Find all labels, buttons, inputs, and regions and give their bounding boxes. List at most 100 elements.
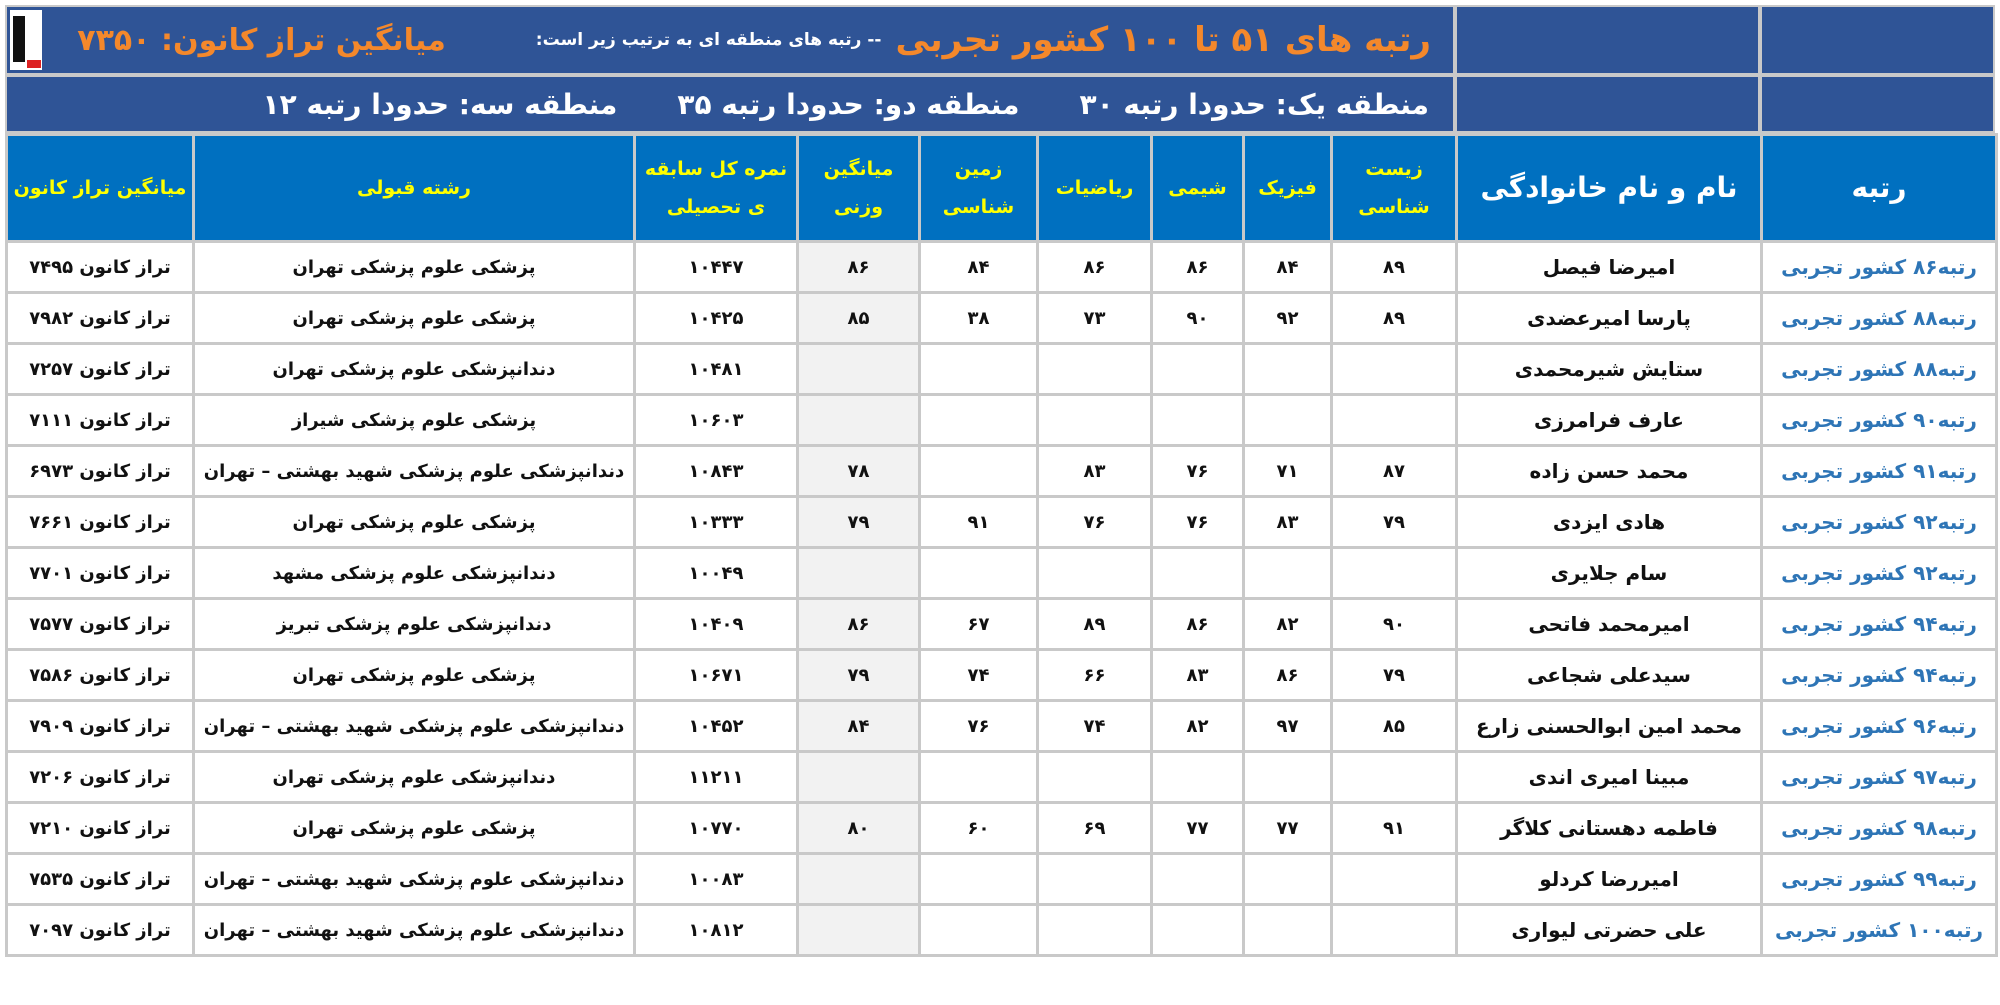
biology-cell bbox=[1330, 852, 1458, 906]
table-row: رتبه۹۲ کشور تجربی هادی ایزدی ۷۹ ۸۳ ۷۶ ۷۶ ۹۱ ۷۹ ۱… bbox=[5, 495, 1998, 549]
major-cell: دندانپزشکی علوم پزشکی مشهد bbox=[192, 546, 636, 600]
weighted-average-cell bbox=[796, 750, 921, 804]
major-cell: دندانپزشکی علوم پزشکی تبریز bbox=[192, 597, 636, 651]
major-cell: دندانپزشکی علوم پزشکی شهید بهشتی – تهران bbox=[192, 699, 636, 753]
name-cell: محمد امین ابوالحسنی زارع bbox=[1455, 699, 1763, 753]
rank-cell: رتبه۸۸ کشور تجربی bbox=[1760, 342, 1998, 396]
table-row: رتبه۹۰ کشور تجربی عارف فرامرزی ۱۰۶۰۳ پزشکی … bbox=[5, 393, 1998, 447]
rank-cell: رتبه۹۴ کشور تجربی bbox=[1760, 597, 1998, 651]
name-cell: فاطمه دهستانی کلاگر bbox=[1455, 801, 1763, 855]
math-cell bbox=[1036, 342, 1153, 396]
name-cell: مبینا امیری اندی bbox=[1455, 750, 1763, 804]
name-cell: ستایش شیرمحمدی bbox=[1455, 342, 1763, 396]
region-one: منطقه یک: حدودا رتبه ۳۰ bbox=[1079, 87, 1429, 121]
col-math: ریاضیات bbox=[1036, 133, 1153, 243]
math-cell bbox=[1036, 393, 1153, 447]
name-cell: محمد حسن زاده bbox=[1455, 444, 1763, 498]
math-cell bbox=[1036, 852, 1153, 906]
name-cell: امیرضا فیصل bbox=[1455, 240, 1763, 294]
geology-cell: ۶۰ bbox=[918, 801, 1039, 855]
gpa-cell: ۱۰۴۵۲ bbox=[633, 699, 799, 753]
gpa-cell: ۱۰۴۸۱ bbox=[633, 342, 799, 396]
table-row: رتبه۸۸ کشور تجربی پارسا امیرعضدی ۸۹ ۹۲ ۹۰ ۷۳ ۳… bbox=[5, 291, 1998, 345]
weighted-average-cell bbox=[796, 546, 921, 600]
name-cell: سام جلایری bbox=[1455, 546, 1763, 600]
math-cell: ۶۹ bbox=[1036, 801, 1153, 855]
geology-cell: ۷۴ bbox=[918, 648, 1039, 702]
math-cell: ۶۶ bbox=[1036, 648, 1153, 702]
math-cell bbox=[1036, 750, 1153, 804]
gpa-cell: ۱۰۴۴۷ bbox=[633, 240, 799, 294]
rank-cell: رتبه۹۱ کشور تجربی bbox=[1760, 444, 1998, 498]
name-cell: عارف فرامرزی bbox=[1455, 393, 1763, 447]
gpa-cell: ۱۰۶۰۳ bbox=[633, 393, 799, 447]
col-weighted-average: میانگین وزنی bbox=[796, 133, 921, 243]
physics-cell: ۸۶ bbox=[1242, 648, 1333, 702]
taraz-cell: تراز کانون ۷۹۸۲ bbox=[5, 291, 195, 345]
geology-cell bbox=[918, 342, 1039, 396]
gpa-cell: ۱۱۲۱۱ bbox=[633, 750, 799, 804]
biology-cell bbox=[1330, 342, 1458, 396]
weighted-average-cell: ۸۰ bbox=[796, 801, 921, 855]
taraz-cell: تراز کانون ۷۴۹۵ bbox=[5, 240, 195, 294]
col-physics: فیزیک bbox=[1242, 133, 1333, 243]
geology-cell: ۸۴ bbox=[918, 240, 1039, 294]
physics-cell: ۷۷ bbox=[1242, 801, 1333, 855]
taraz-cell: تراز کانون ۶۹۷۳ bbox=[5, 444, 195, 498]
page-title: رتبه های ۵۱ تا ۱۰۰ کشور تجربی bbox=[895, 20, 1431, 60]
table-row: رتبه۹۴ کشور تجربی سیدعلی شجاعی ۷۹ ۸۶ ۸۳ ۶۶ ۷۴ ۷… bbox=[5, 648, 1998, 702]
gpa-cell: ۱۰۰۴۹ bbox=[633, 546, 799, 600]
weighted-average-cell: ۷۹ bbox=[796, 495, 921, 549]
math-cell: ۸۳ bbox=[1036, 444, 1153, 498]
major-cell: پزشکی علوم پزشکی تهران bbox=[192, 648, 636, 702]
header-side-cell bbox=[1760, 5, 1995, 75]
header-side-cell bbox=[1760, 75, 1995, 133]
table-row: رتبه۹۹ کشور تجربی امیررضا کردلو ۱۰۰۸۳ دندان… bbox=[5, 852, 1998, 906]
major-cell: دندانپزشکی علوم پزشکی تهران bbox=[192, 750, 636, 804]
physics-cell: ۸۳ bbox=[1242, 495, 1333, 549]
weighted-average-cell: ۸۶ bbox=[796, 240, 921, 294]
biology-cell: ۷۹ bbox=[1330, 495, 1458, 549]
rank-cell: رتبه۸۶ کشور تجربی bbox=[1760, 240, 1998, 294]
chemistry-cell bbox=[1150, 750, 1245, 804]
major-cell: پزشکی علوم پزشکی تهران bbox=[192, 291, 636, 345]
region-three: منطقه سه: حدودا رتبه ۱۲ bbox=[262, 87, 618, 121]
biology-cell: ۸۹ bbox=[1330, 240, 1458, 294]
taraz-cell: تراز کانون ۷۲۱۰ bbox=[5, 801, 195, 855]
major-cell: پزشکی علوم پزشکی شیراز bbox=[192, 393, 636, 447]
col-geology: زمین شناسی bbox=[918, 133, 1039, 243]
average-taraz: میانگین تراز کانون: ۷۳۵۰ bbox=[77, 22, 446, 58]
results-table: رتبه نام و نام خانوادگی زیست شناسی فیزیک… bbox=[5, 133, 1998, 957]
table-row: رتبه۹۶ کشور تجربی محمد امین ابوالحسنی زار… bbox=[5, 699, 1998, 753]
taraz-cell: تراز کانون ۷۶۶۱ bbox=[5, 495, 195, 549]
physics-cell: ۹۷ bbox=[1242, 699, 1333, 753]
chemistry-cell: ۸۳ bbox=[1150, 648, 1245, 702]
geology-cell: ۷۶ bbox=[918, 699, 1039, 753]
region-band: منطقه یک: حدودا رتبه ۳۰ منطقه دو: حدودا … bbox=[5, 75, 1455, 133]
table-row: رتبه۹۱ کشور تجربی محمد حسن زاده ۸۷ ۷۱ ۷۶ ۸۳ ۷۸… bbox=[5, 444, 1998, 498]
geology-cell bbox=[918, 546, 1039, 600]
name-cell: پارسا امیرعضدی bbox=[1455, 291, 1763, 345]
biology-cell: ۸۵ bbox=[1330, 699, 1458, 753]
name-cell: هادی ایزدی bbox=[1455, 495, 1763, 549]
rank-cell: رتبه۹۶ کشور تجربی bbox=[1760, 699, 1998, 753]
weighted-average-cell: ۷۹ bbox=[796, 648, 921, 702]
region-two: منطقه دو: حدودا رتبه ۳۵ bbox=[677, 87, 1020, 121]
gpa-cell: ۱۰۴۰۹ bbox=[633, 597, 799, 651]
gpa-cell: ۱۰۷۷۰ bbox=[633, 801, 799, 855]
rank-cell: رتبه۹۲ کشور تجربی bbox=[1760, 495, 1998, 549]
col-biology: زیست شناسی bbox=[1330, 133, 1458, 243]
geology-cell bbox=[918, 393, 1039, 447]
taraz-cell: تراز کانون ۷۷۰۱ bbox=[5, 546, 195, 600]
chemistry-cell bbox=[1150, 342, 1245, 396]
gpa-cell: ۱۰۸۱۲ bbox=[633, 903, 799, 957]
major-cell: پزشکی علوم پزشکی تهران bbox=[192, 495, 636, 549]
biology-cell: ۹۱ bbox=[1330, 801, 1458, 855]
rank-cell: رتبه۹۴ کشور تجربی bbox=[1760, 648, 1998, 702]
biology-cell bbox=[1330, 393, 1458, 447]
weighted-average-cell bbox=[796, 393, 921, 447]
name-cell: امیرمحمد فاتحی bbox=[1455, 597, 1763, 651]
biology-cell bbox=[1330, 750, 1458, 804]
chemistry-cell: ۸۲ bbox=[1150, 699, 1245, 753]
weighted-average-cell bbox=[796, 852, 921, 906]
